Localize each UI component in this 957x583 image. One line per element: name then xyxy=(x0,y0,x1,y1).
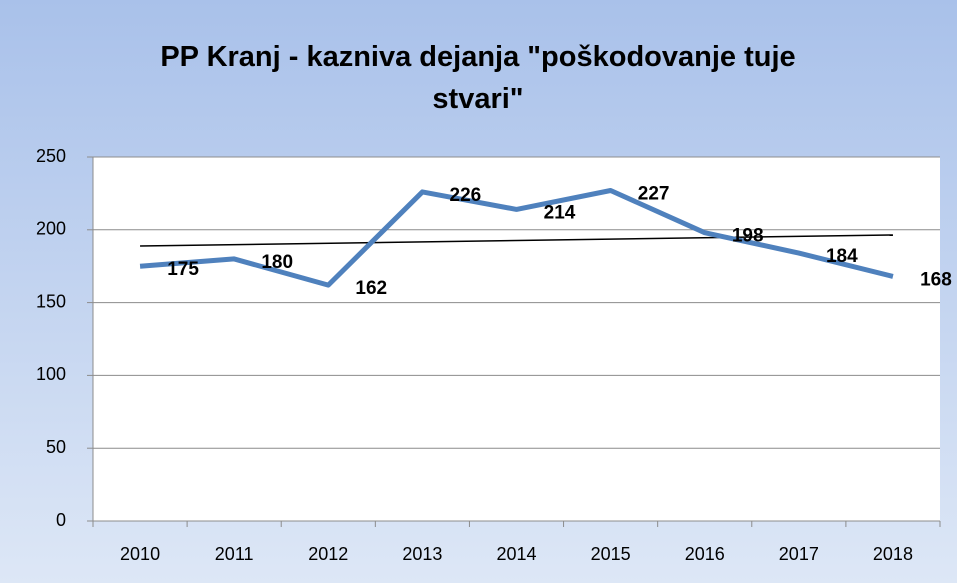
data-label: 180 xyxy=(261,252,293,273)
x-tick-label: 2013 xyxy=(402,544,442,564)
x-tick-label: 2011 xyxy=(215,544,254,564)
data-label: 168 xyxy=(920,269,952,290)
x-tick-label: 2010 xyxy=(120,544,160,564)
data-label: 227 xyxy=(638,184,670,205)
trendline xyxy=(140,234,893,247)
x-tick-label: 2014 xyxy=(496,544,536,564)
x-tick-label: 2016 xyxy=(685,544,725,564)
data-label: 184 xyxy=(826,246,858,267)
x-tick-label: 2015 xyxy=(591,544,631,564)
data-label: 214 xyxy=(544,202,576,223)
data-label: 226 xyxy=(450,185,482,206)
data-label: 198 xyxy=(732,226,764,247)
data-line xyxy=(139,187,894,288)
data-label: 162 xyxy=(355,278,387,299)
y-tick-label: 0 xyxy=(56,510,66,530)
y-tick-label: 250 xyxy=(36,146,66,166)
x-tick-label: 2012 xyxy=(308,544,348,564)
y-tick-label: 200 xyxy=(36,219,66,239)
x-tick-label: 2018 xyxy=(873,544,913,564)
y-tick-label: 150 xyxy=(36,291,66,311)
data-label: 175 xyxy=(167,259,199,280)
plot-area xyxy=(93,157,940,521)
y-tick-label: 100 xyxy=(36,364,66,384)
chart-title: PP Kranj - kazniva dejanja "poškodovanje… xyxy=(160,41,796,115)
x-tick-label: 2017 xyxy=(779,544,819,564)
y-tick-label: 50 xyxy=(46,437,66,457)
